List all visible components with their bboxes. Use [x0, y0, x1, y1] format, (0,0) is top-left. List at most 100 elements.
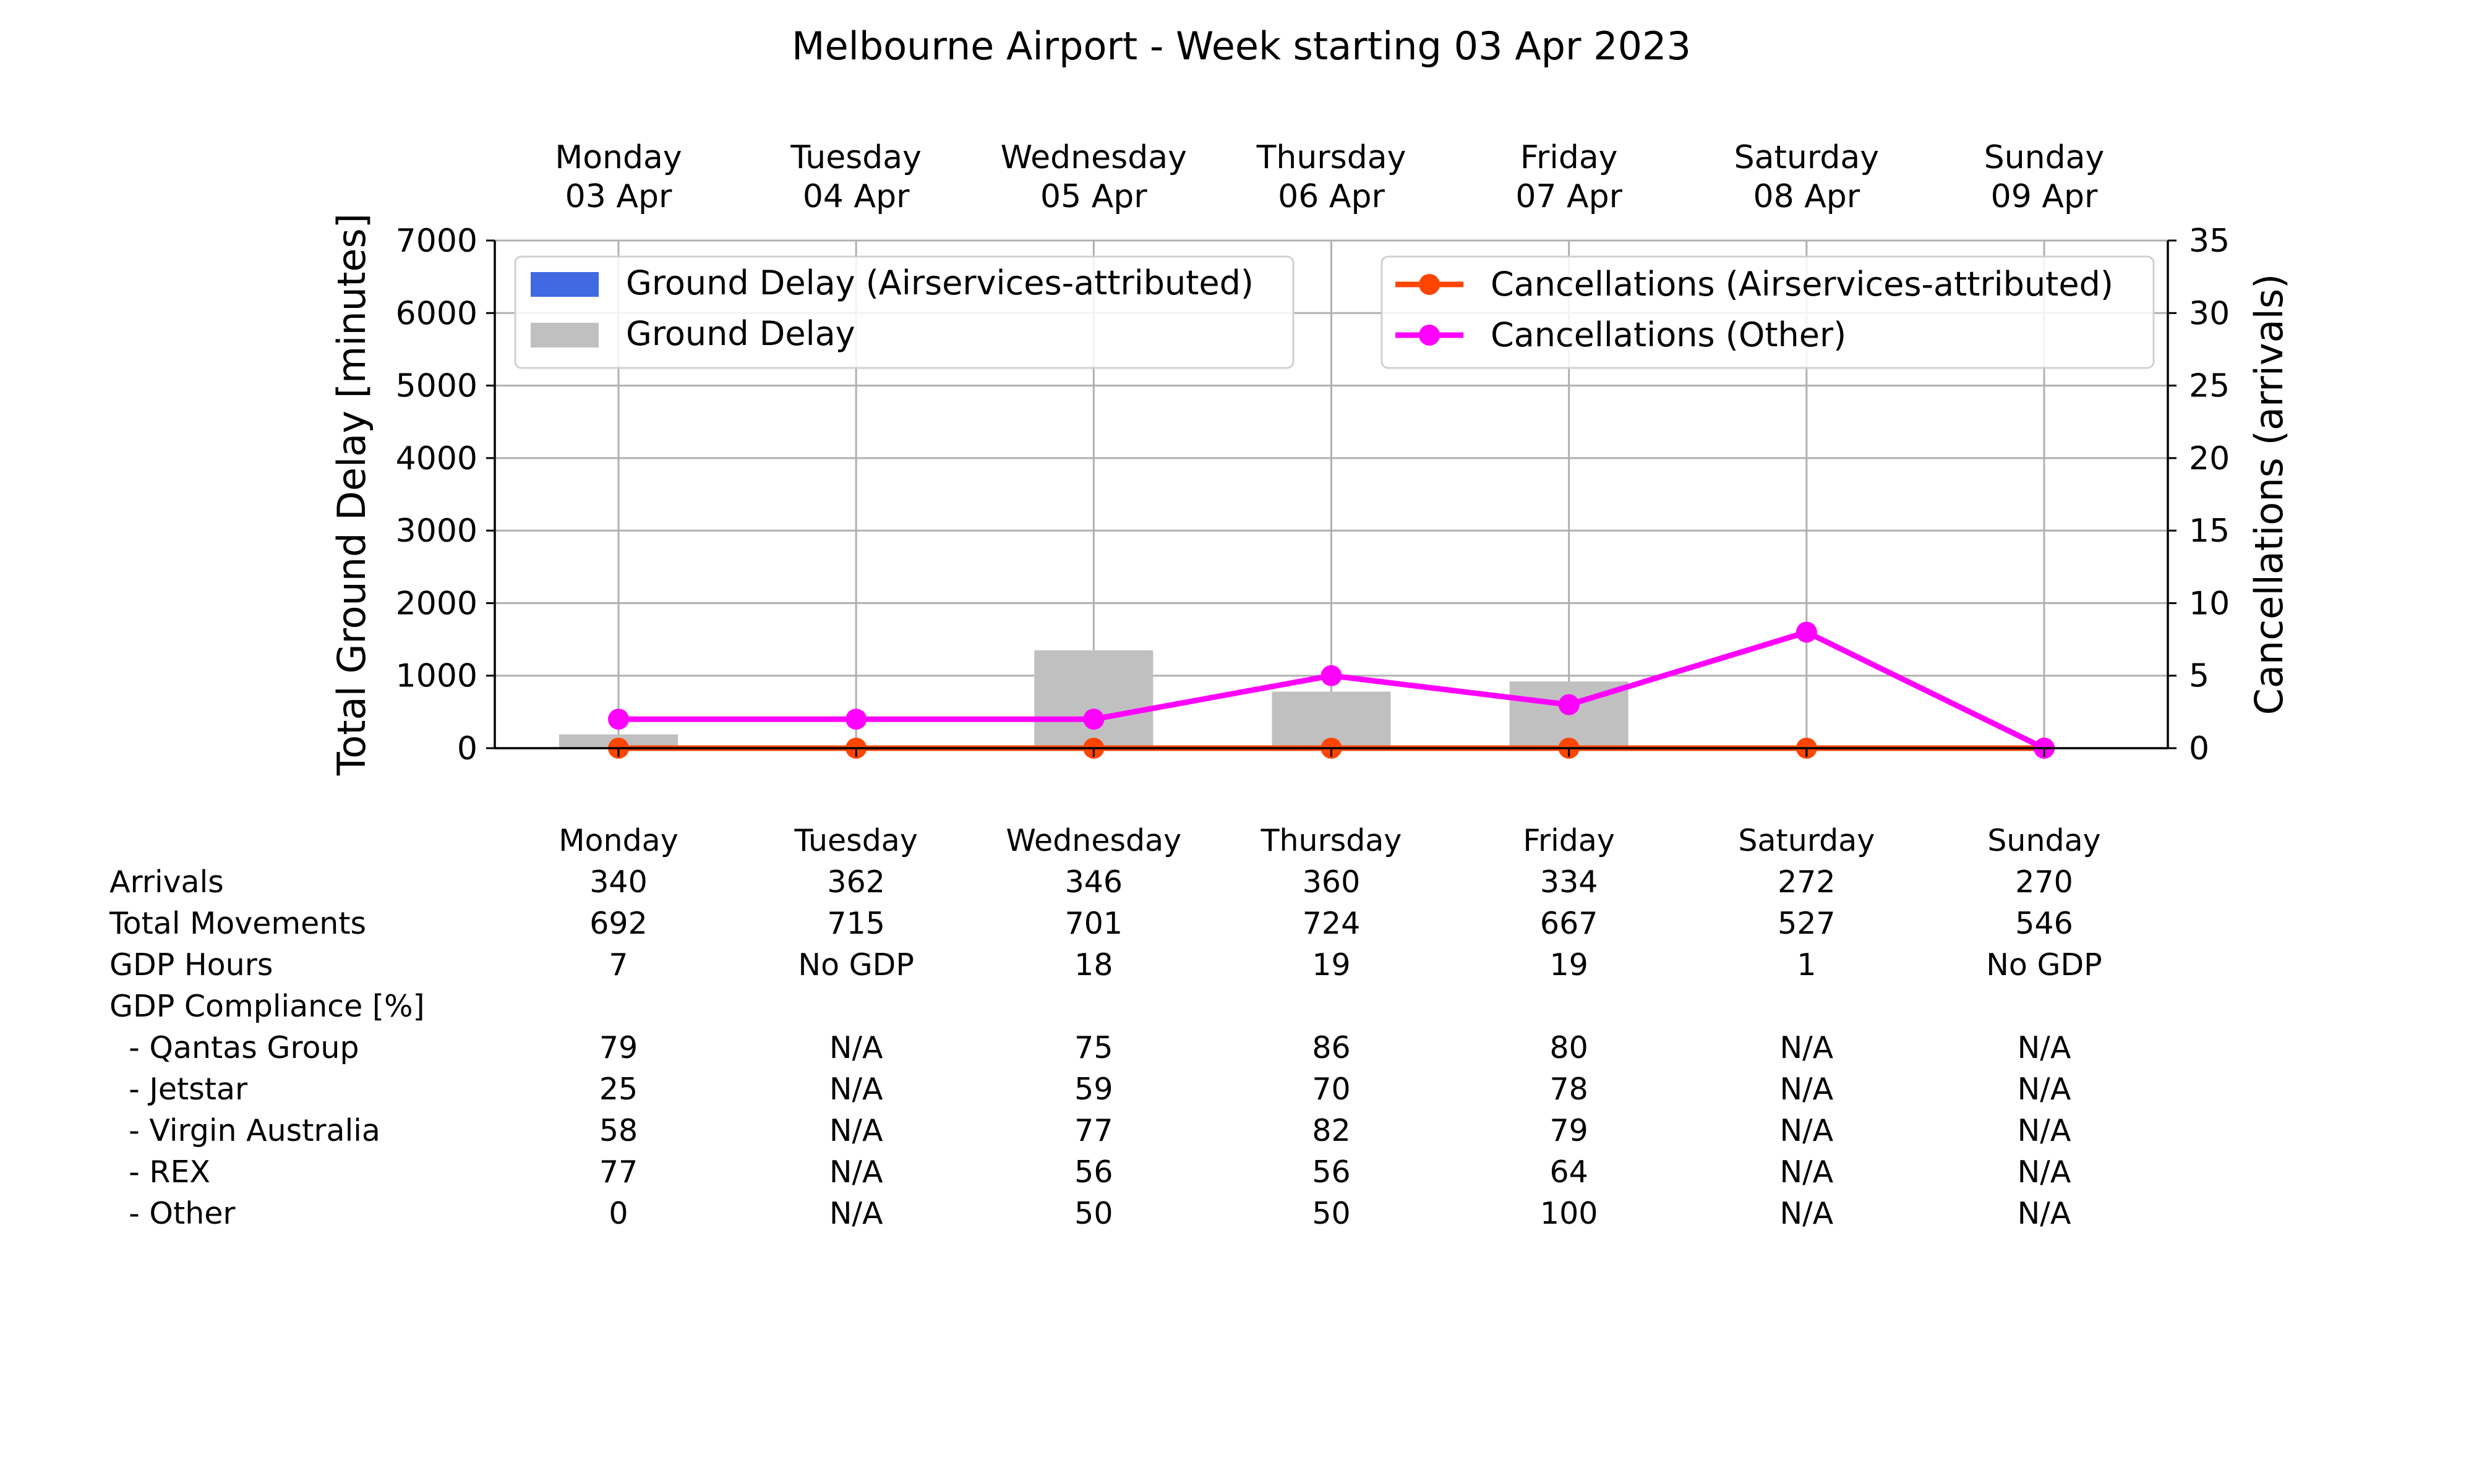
y-axis-label: Total Ground Delay [minutes]	[329, 213, 374, 776]
y-tick-label: 2000	[396, 585, 477, 622]
table-cell: No GDP	[798, 947, 914, 983]
table-cell: 50	[1312, 1196, 1350, 1231]
table-cell: N/A	[829, 1154, 883, 1190]
bar-ground-delay-2	[1034, 650, 1154, 748]
table-cell: 78	[1549, 1072, 1588, 1107]
top-axis-date-label: 09 Apr	[1991, 178, 2098, 215]
line-point-1-5	[1796, 621, 1817, 643]
table-cell: N/A	[2018, 1072, 2071, 1107]
legend-label-line-1: Cancellations (Other)	[1491, 315, 1846, 354]
table-cell: 334	[1540, 864, 1598, 900]
top-axis-day-label: Sunday	[1984, 139, 2105, 176]
table-cell: N/A	[829, 1113, 883, 1148]
table-cell: 0	[609, 1196, 628, 1231]
table-cell: N/A	[1779, 1030, 1833, 1065]
table-cell: No GDP	[1986, 947, 2102, 983]
table-cell: 340	[589, 864, 648, 900]
table-cell: N/A	[1779, 1113, 1833, 1148]
legend-label-bar-1: Ground Delay	[626, 314, 855, 353]
line-point-1-4	[1558, 694, 1580, 715]
y2-tick-label: 35	[2189, 223, 2230, 260]
table-cell: 715	[827, 906, 885, 941]
table-cell: 25	[599, 1072, 638, 1107]
table-cell: 7	[609, 947, 628, 983]
top-axis-day-label: Tuesday	[790, 139, 922, 176]
y-tick-label: 4000	[396, 440, 477, 477]
table-row-label: - Other	[109, 1196, 236, 1231]
table-cell: 79	[599, 1030, 638, 1065]
legend-swatch-bar-1	[531, 323, 599, 348]
y2-tick-label: 10	[2189, 585, 2230, 622]
y2-tick-label: 15	[2189, 513, 2230, 550]
top-axis-day-label: Saturday	[1734, 139, 1879, 176]
table-cell: 77	[1074, 1113, 1113, 1148]
table-cell: 100	[1540, 1196, 1598, 1231]
top-axis-date-label: 04 Apr	[803, 178, 910, 215]
table-cell: 56	[1312, 1154, 1350, 1190]
table-cell: N/A	[2018, 1196, 2071, 1231]
y2-tick-label: 0	[2189, 730, 2209, 767]
legend-label-bar-0: Ground Delay (Airservices-attributed)	[626, 263, 1254, 302]
y-tick-label: 3000	[396, 513, 477, 550]
line-point-1-0	[608, 709, 629, 730]
table-cell: 346	[1065, 864, 1123, 900]
table-header-cell: Tuesday	[794, 823, 917, 858]
top-axis-day-label: Wednesday	[1001, 139, 1187, 176]
y2-tick-label: 30	[2189, 295, 2230, 332]
table-header-cell: Thursday	[1261, 823, 1402, 858]
legend-swatch-bar-0	[531, 272, 599, 297]
legend-bars	[514, 255, 1295, 369]
y-tick-label: 0	[457, 730, 477, 767]
table-header-cell: Sunday	[1987, 823, 2100, 858]
table-cell: N/A	[1779, 1154, 1833, 1190]
table-row-label: - Qantas Group	[109, 1030, 359, 1065]
top-axis-day-label: Friday	[1520, 139, 1618, 176]
top-axis-date-label: 05 Apr	[1040, 178, 1147, 215]
table-cell: 546	[2015, 906, 2073, 941]
table-cell: 58	[599, 1113, 638, 1148]
chart-title: Melbourne Airport - Week starting 03 Apr…	[792, 23, 1691, 69]
table-cell: 360	[1303, 864, 1361, 900]
table-header-cell: Saturday	[1738, 823, 1875, 858]
table-cell: 77	[599, 1154, 638, 1190]
table-cell: N/A	[1779, 1196, 1833, 1231]
table-cell: 19	[1549, 947, 1588, 983]
axis-ticks: 0 1000 2000 3000 4000 5000 6000 7000 0 5 10 15 20 25 3…	[396, 139, 2230, 767]
y2-tick-label: 5	[2189, 658, 2209, 695]
y-tick-label: 1000	[396, 658, 477, 695]
legend-marker-0	[1419, 274, 1440, 295]
line-point-1-2	[1083, 709, 1105, 730]
table-cell: 270	[2015, 864, 2073, 900]
y-tick-label: 6000	[396, 295, 477, 332]
top-axis-day-label: Thursday	[1256, 139, 1406, 176]
table-cell: 667	[1540, 906, 1598, 941]
y-tick-label: 5000	[396, 368, 477, 405]
top-axis-day-label: Monday	[555, 139, 682, 176]
y2-tick-label: 20	[2189, 440, 2230, 477]
table-cell: 1	[1797, 947, 1816, 983]
top-axis-date-label: 07 Apr	[1515, 178, 1622, 215]
table-cell: N/A	[2018, 1113, 2071, 1148]
table-cell: N/A	[2018, 1030, 2071, 1065]
table-header-cell: Wednesday	[1006, 823, 1181, 858]
table-row-label: - Virgin Australia	[109, 1113, 380, 1148]
table-cell: 59	[1074, 1072, 1113, 1107]
table-cell: 64	[1549, 1154, 1588, 1190]
table-cell: 362	[827, 864, 885, 900]
table-row-label: GDP Hours	[109, 947, 273, 983]
table-cell: 272	[1778, 864, 1836, 900]
table-cell: 18	[1074, 947, 1113, 983]
table-cell: N/A	[2018, 1154, 2071, 1190]
stats-table: Monday Tuesday Wednesday Thursday Friday Satu…	[109, 823, 2102, 1231]
legend-lines	[1380, 255, 2155, 369]
table-row-label: GDP Compliance [%]	[109, 989, 425, 1024]
table-cell: 82	[1312, 1113, 1350, 1148]
line-point-1-1	[845, 709, 867, 730]
table-cell: 50	[1074, 1196, 1113, 1231]
table-cell: 70	[1312, 1072, 1350, 1107]
y2-tick-label: 25	[2189, 368, 2230, 405]
table-cell: 86	[1312, 1030, 1350, 1065]
top-axis-date-label: 03 Apr	[565, 178, 672, 215]
